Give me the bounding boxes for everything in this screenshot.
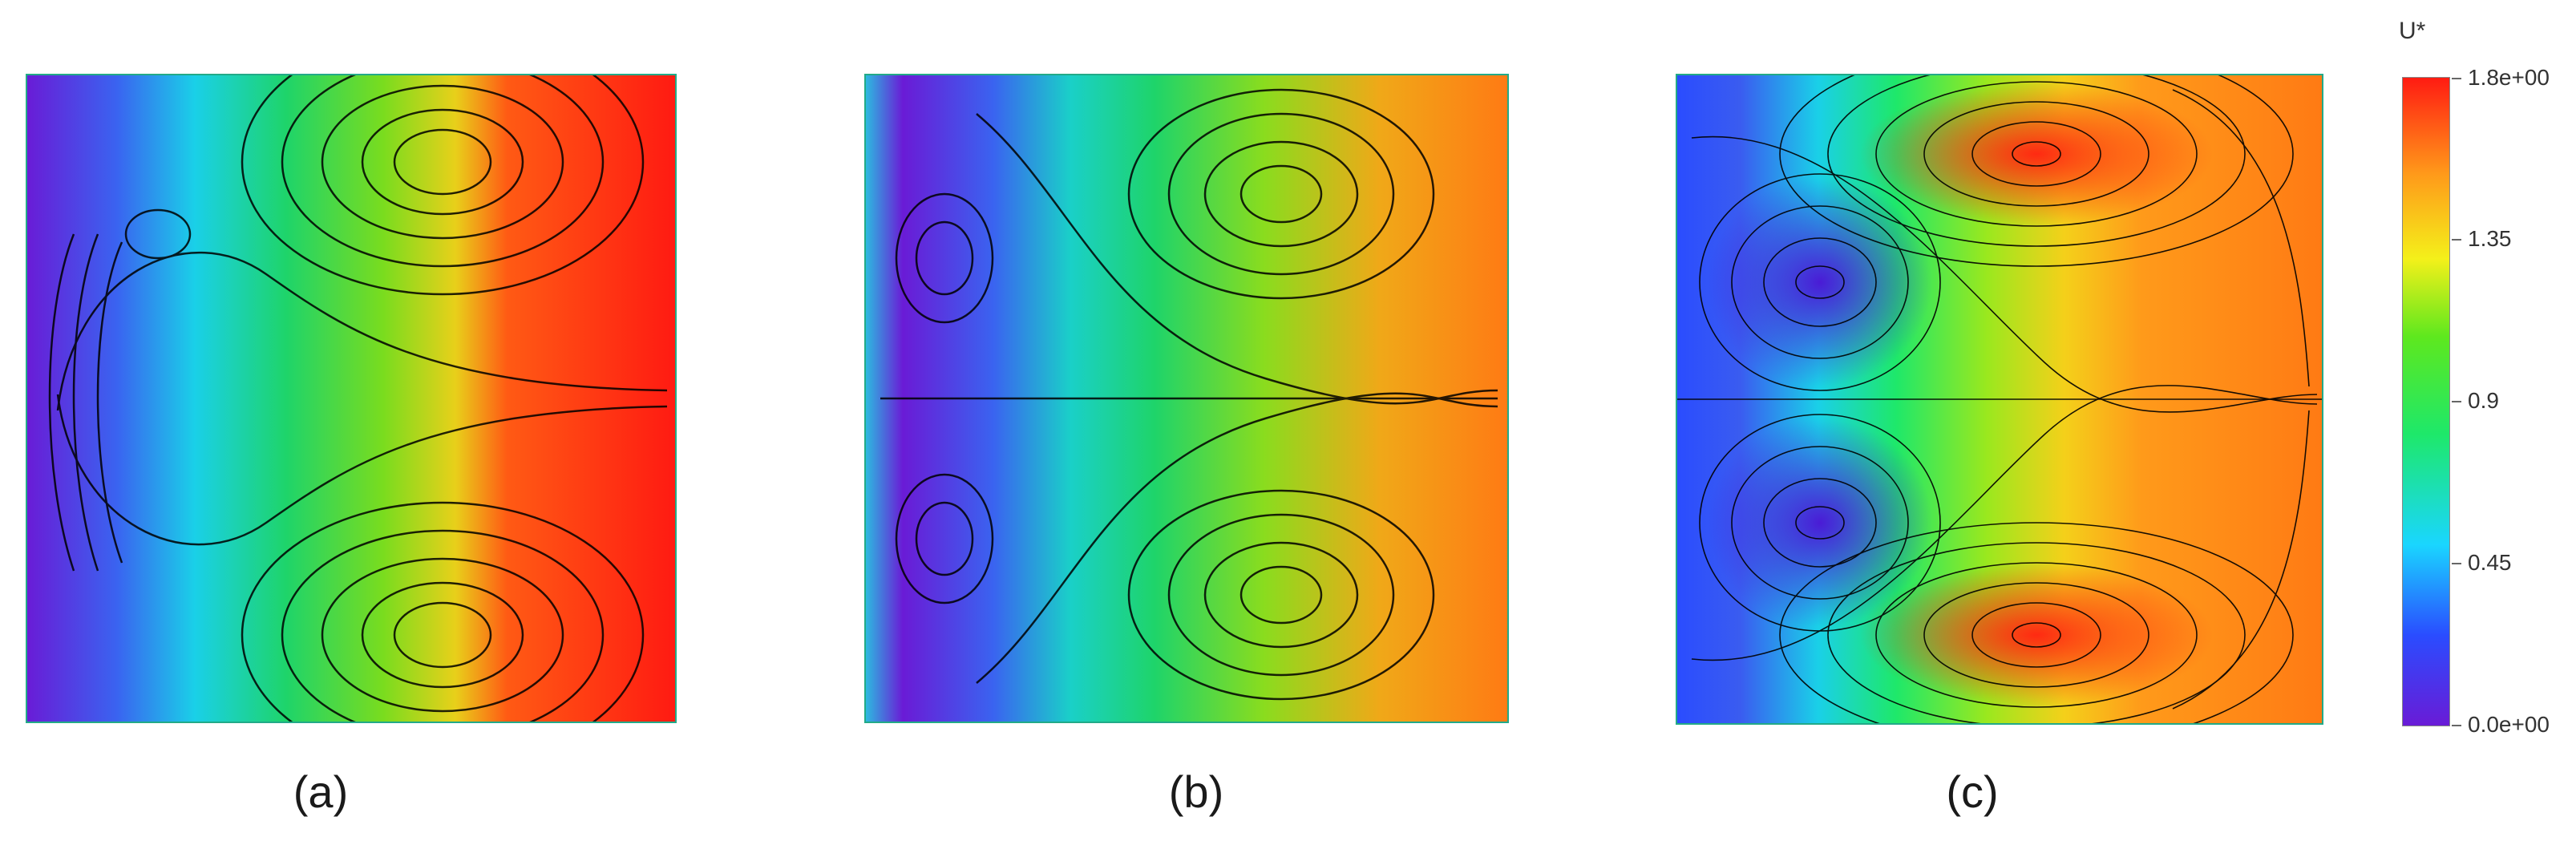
colorbar-tick-label: 1.35 bbox=[2468, 226, 2512, 251]
colorbar-tick-mark bbox=[2452, 401, 2461, 402]
caption-c: (c) bbox=[1946, 766, 1999, 817]
streamline-plot-a bbox=[26, 74, 677, 723]
colorbar-tick-mark bbox=[2452, 563, 2461, 564]
colorbar-title: U* bbox=[2399, 18, 2426, 44]
colorbar-tick-mark bbox=[2452, 78, 2461, 79]
colorbar-tick-label: 1.8e+00 bbox=[2468, 65, 2550, 90]
colorbar-tick-label: 0.9 bbox=[2468, 388, 2499, 413]
caption-a: (a) bbox=[293, 766, 349, 817]
colorbar bbox=[2402, 77, 2450, 726]
colorbar-tick-mark bbox=[2452, 725, 2461, 726]
streamline-plot-b bbox=[864, 74, 1509, 723]
colorbar-tick-mark bbox=[2452, 239, 2461, 241]
caption-b: (b) bbox=[1168, 766, 1224, 817]
colorbar-tick-label: 0.0e+00 bbox=[2468, 712, 2550, 737]
streamline-plot-c bbox=[1676, 74, 2323, 725]
colorbar-tick-label: 0.45 bbox=[2468, 550, 2512, 575]
